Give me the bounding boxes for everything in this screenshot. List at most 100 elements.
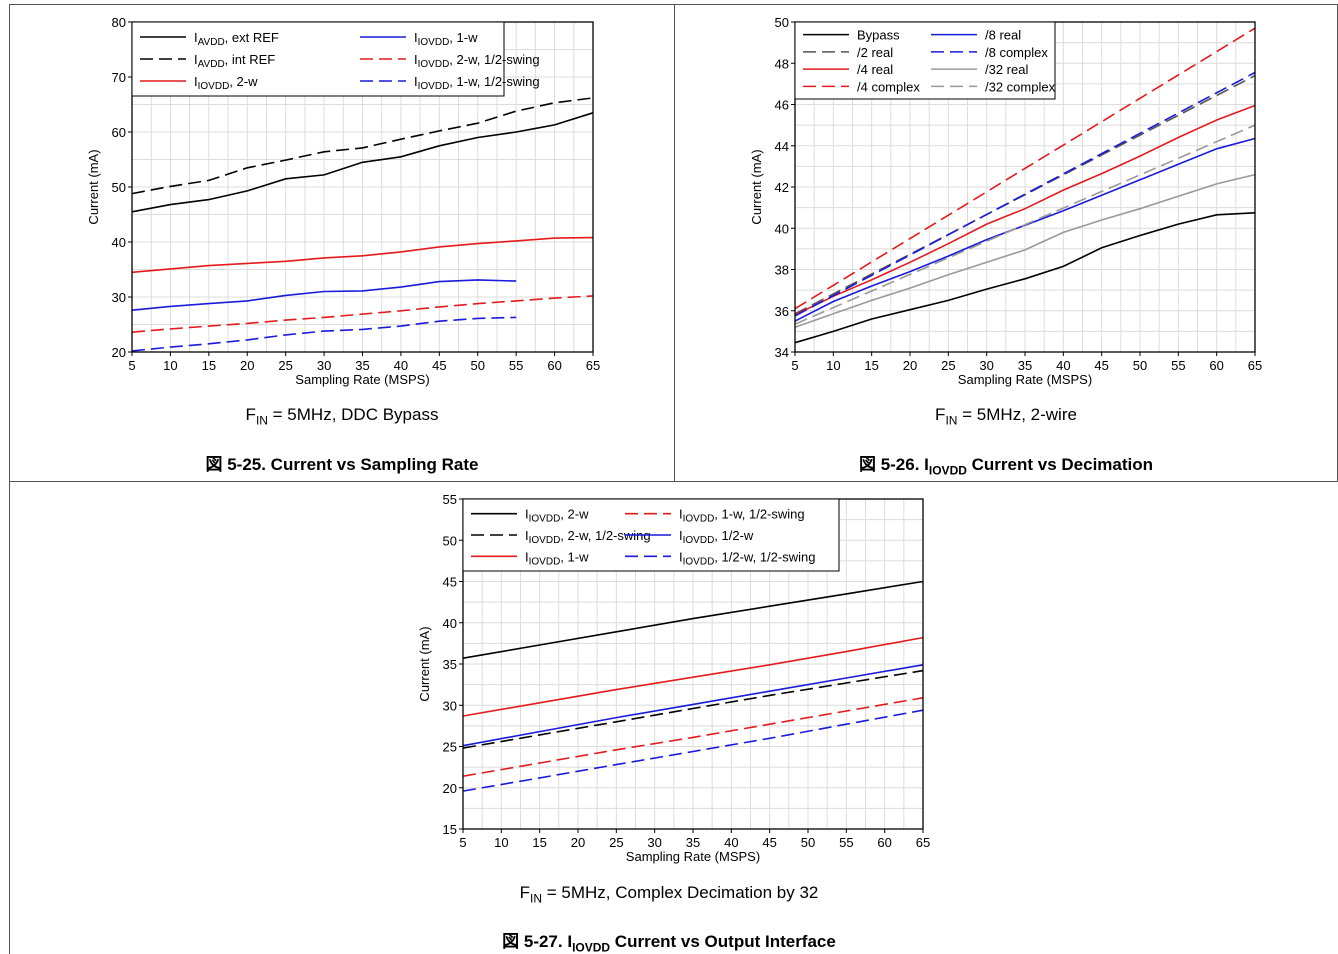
x-tick-label: 25: [278, 358, 292, 373]
caption-1-pre: 図 5-25. Current vs Sampling Rate: [205, 455, 479, 474]
x-tick-label: 65: [916, 835, 930, 850]
x-tick-label: 35: [1018, 358, 1032, 373]
legend: Bypass/2 real/4 real/4 complex/8 real/8 …: [794, 21, 1056, 100]
caption-2-sub: IOVDD: [928, 463, 967, 478]
y-axis-label: Current (mA): [417, 626, 432, 701]
y-tick-label: 44: [775, 139, 789, 154]
x-tick-label: 60: [877, 835, 891, 850]
condition-text-2: FIN = 5MHz, 2-wire: [674, 405, 1338, 427]
x-tick-label: 25: [941, 358, 955, 373]
x-tick-label: 5: [791, 358, 798, 373]
series-line-4: [462, 697, 924, 777]
x-tick-label: 20: [903, 358, 917, 373]
x-tick-label: 50: [801, 835, 815, 850]
series-line-2: [131, 97, 594, 195]
legend-label-6: /8 complex: [985, 45, 1048, 60]
legend-label-2: /2 real: [857, 45, 893, 60]
legend-label-5: IIOVDD, 2-w, 1/2-swing: [414, 52, 540, 70]
x-tick-label: 30: [979, 358, 993, 373]
condition-1-sub: IN: [255, 413, 268, 428]
x-tick-label: 10: [494, 835, 508, 850]
x-axis-label: Sampling Rate (MSPS): [626, 849, 760, 864]
legend-label-4: IIOVDD, 1-w, 1/2-swing: [679, 507, 805, 525]
legend-label-1: Bypass: [857, 28, 900, 43]
condition-1-post: = 5MHz, DDC Bypass: [267, 405, 439, 424]
y-tick-label: 34: [775, 345, 789, 360]
y-tick-label: 38: [775, 263, 789, 278]
x-tick-label: 30: [647, 835, 661, 850]
x-tick-label: 25: [609, 835, 623, 850]
figure-caption-3: 図 5-27. IIOVDD Current vs Output Interfa…: [369, 927, 969, 954]
y-tick-label: 46: [775, 98, 789, 113]
y-tick-label: 36: [775, 304, 789, 319]
y-tick-label: 50: [112, 180, 126, 195]
series-line-4: [131, 279, 517, 311]
x-tick-label: 55: [839, 835, 853, 850]
series-line-3: [462, 636, 924, 717]
series-line-5: [462, 664, 924, 747]
legend-label-5: /8 real: [985, 28, 1021, 43]
x-tick-label: 15: [532, 835, 546, 850]
series-line-1: [462, 580, 924, 659]
x-tick-label: 45: [1094, 358, 1108, 373]
series-line-7: [794, 173, 1256, 328]
legend-label-6: IIOVDD, 1/2-w, 1/2-swing: [679, 549, 815, 567]
x-tick-label: 35: [686, 835, 700, 850]
condition-1-pre: F: [245, 405, 256, 424]
series-line-6: [794, 71, 1256, 317]
x-tick-label: 50: [1133, 358, 1147, 373]
series-line-3: [794, 104, 1256, 316]
legend: IIOVDD, 2-w IIOVDD, 2-w, 1/2-swing IIOVDD,…: [462, 498, 840, 572]
x-tick-label: 15: [202, 358, 216, 373]
panel-frame-3: [9, 481, 1338, 954]
series-line-3: [131, 236, 594, 274]
chart-iovdd-vs-output-interface: 5 10 15 20 25 30 35 40 45 50 55 60 65 15 20 25 30 35 40 45 5…: [417, 492, 930, 864]
chart-iovdd-vs-decimation: 5 10 15 20 25 30 35 40 45 50 55 60 65 34 36 38 40 42 44 46 4…: [749, 15, 1262, 387]
condition-2-post: = 5MHz, 2-wire: [957, 405, 1077, 424]
y-tick-label: 80: [112, 15, 126, 30]
y-tick-label: 60: [112, 125, 126, 140]
x-tick-label: 55: [1171, 358, 1185, 373]
condition-3-pre: F: [519, 883, 531, 902]
condition-2-sub: IN: [945, 413, 958, 428]
caption-2-post: Current vs Decimation: [966, 455, 1154, 474]
x-tick-label: 20: [240, 358, 254, 373]
y-tick-label: 50: [775, 15, 789, 30]
legend-label-2: IAVDD, int REF: [194, 52, 275, 70]
x-tick-label: 10: [826, 358, 840, 373]
series-line-8: [794, 124, 1256, 325]
legend-label-5: IIOVDD, 1/2-w: [679, 528, 754, 546]
condition-3-post: = 5MHz, Complex Decimation by 32: [542, 883, 819, 902]
caption-3-sub: IOVDD: [572, 940, 611, 954]
legend-label-7: /32 real: [985, 62, 1028, 77]
y-axis-label: Current (mA): [749, 149, 764, 224]
x-tick-label: 60: [547, 358, 561, 373]
y-tick-label: 15: [443, 822, 457, 837]
x-tick-label: 55: [509, 358, 523, 373]
series-line-6: [131, 316, 517, 352]
caption-3-post: Current vs Output Interface: [610, 932, 836, 951]
legend-label-8: /32 complex: [985, 79, 1056, 94]
condition-text-1: FIN = 5MHz, DDC Bypass: [9, 405, 675, 427]
y-tick-label: 42: [775, 180, 789, 195]
caption-3-pre: 図 5-27. I: [502, 932, 573, 951]
legend-label-1: IAVDD, ext REF: [194, 30, 279, 48]
y-tick-label: 40: [112, 235, 126, 250]
y-tick-label: 25: [443, 740, 457, 755]
y-tick-label: 48: [775, 56, 789, 71]
x-axis-label: Sampling Rate (MSPS): [295, 372, 429, 387]
y-tick-label: 35: [443, 657, 457, 672]
series-line-2: [462, 669, 924, 749]
legend-box: [131, 21, 505, 97]
y-axis-label: Current (mA): [86, 149, 101, 224]
series-line-4: [794, 27, 1256, 310]
x-tick-label: 60: [1209, 358, 1223, 373]
x-tick-label: 30: [317, 358, 331, 373]
y-tick-label: 70: [112, 70, 126, 85]
series-line-1: [131, 112, 594, 213]
x-tick-label: 65: [586, 358, 600, 373]
y-tick-label: 30: [443, 698, 457, 713]
legend-label-4: IIOVDD, 1-w: [414, 30, 478, 48]
x-tick-label: 20: [571, 835, 585, 850]
x-tick-label: 45: [762, 835, 776, 850]
